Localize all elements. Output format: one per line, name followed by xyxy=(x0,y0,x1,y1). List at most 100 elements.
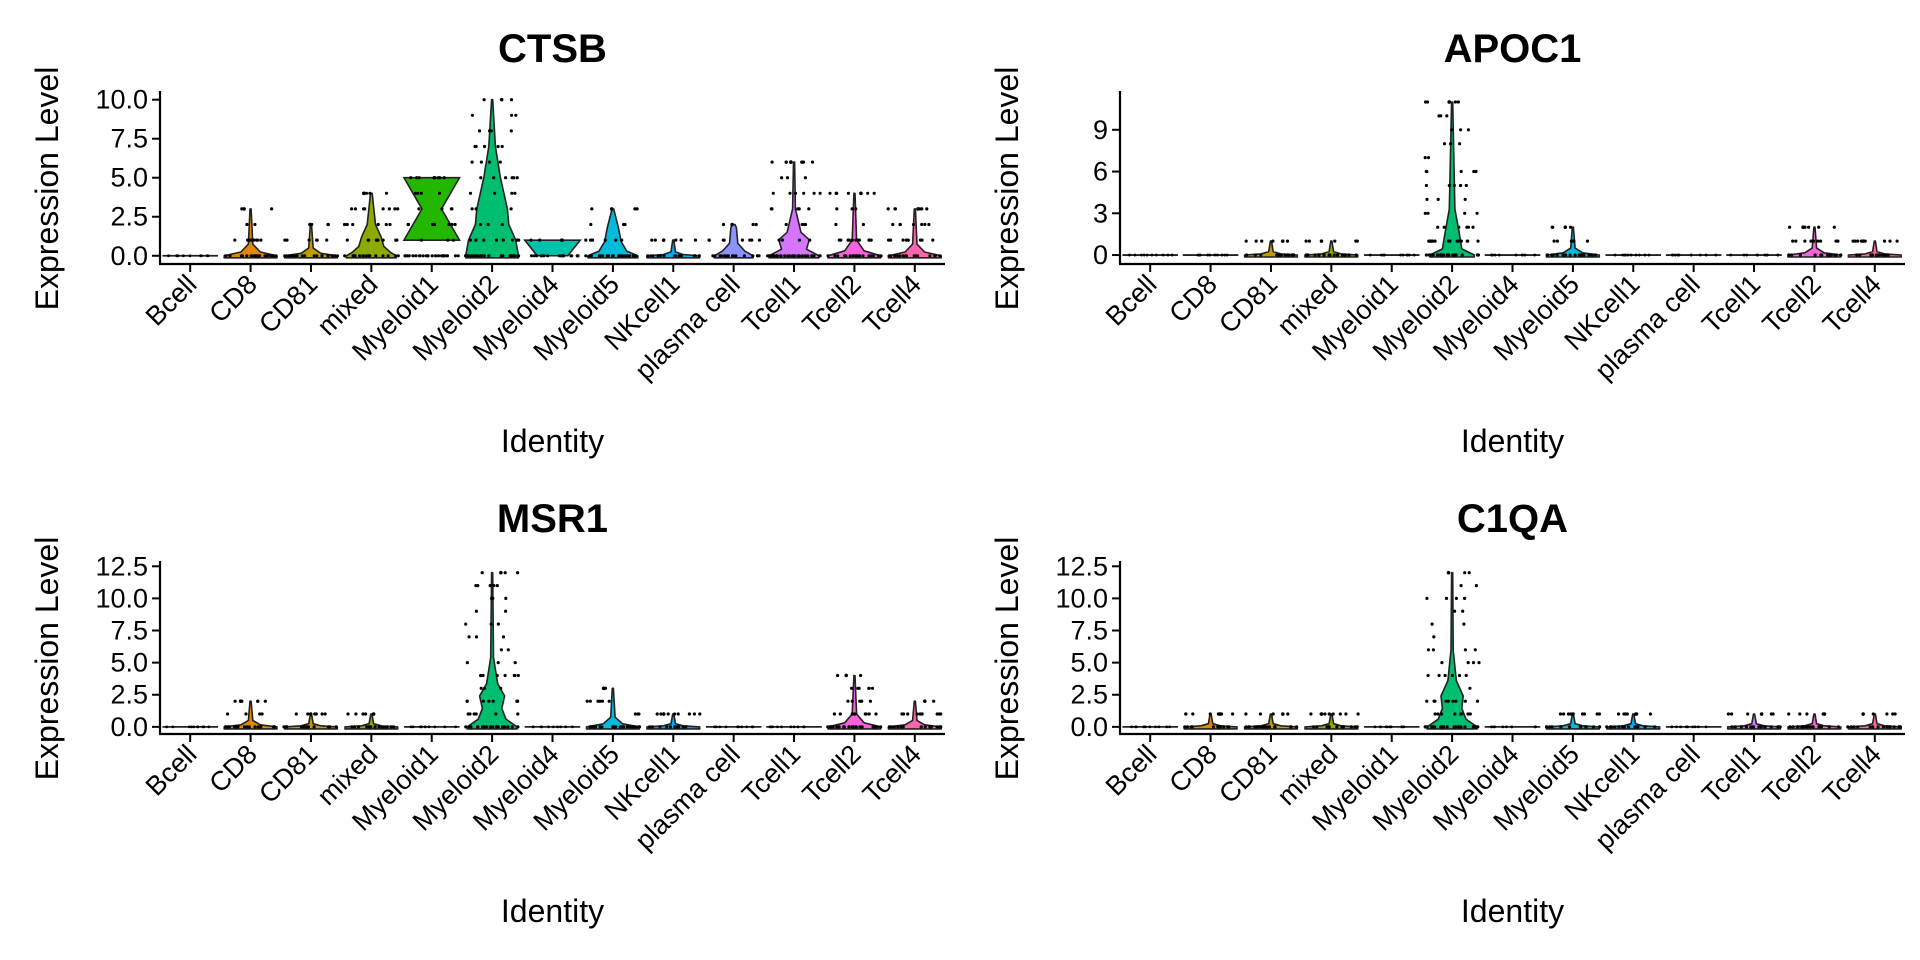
data-point xyxy=(1168,725,1171,729)
data-point xyxy=(1648,712,1653,716)
data-point xyxy=(396,254,400,258)
y-tick-label: 0.0 xyxy=(1070,712,1108,742)
panel-ctsb: CTSB Expression Level Identity 0.0 2.5 5.0 7.5… xyxy=(0,0,960,470)
data-point xyxy=(182,254,185,258)
data-point xyxy=(1809,239,1813,243)
data-point xyxy=(353,254,357,258)
data-point xyxy=(245,254,249,258)
data-point xyxy=(768,254,772,258)
data-point xyxy=(619,725,623,729)
y-tick-label: 7.5 xyxy=(1070,616,1108,646)
x-tick-label-cd81: CD81 xyxy=(1213,269,1283,339)
data-point xyxy=(1191,712,1195,716)
data-point xyxy=(1264,725,1269,729)
data-point xyxy=(1891,712,1895,716)
data-point xyxy=(1763,253,1767,257)
data-point xyxy=(274,254,278,258)
data-point xyxy=(1333,239,1337,243)
chart-title: MSR1 xyxy=(497,497,608,541)
data-point xyxy=(653,238,657,242)
data-point xyxy=(853,712,857,716)
data-point xyxy=(605,254,609,258)
data-point xyxy=(1347,253,1351,257)
data-point xyxy=(1426,648,1430,652)
violin-body-mixed xyxy=(1304,713,1359,730)
violin-cd8 xyxy=(1182,253,1239,257)
data-point xyxy=(1763,725,1767,729)
data-point xyxy=(1429,239,1434,243)
data-point xyxy=(611,725,615,729)
data-point xyxy=(872,191,876,195)
data-point xyxy=(345,222,349,227)
data-point xyxy=(600,699,605,703)
data-point xyxy=(1520,253,1524,257)
data-point xyxy=(488,584,492,588)
data-point xyxy=(487,254,491,258)
data-point xyxy=(244,712,248,716)
data-point xyxy=(367,238,371,242)
data-point xyxy=(868,699,873,703)
data-point xyxy=(350,207,354,211)
data-point xyxy=(836,254,840,258)
data-point xyxy=(1490,725,1493,729)
data-point xyxy=(698,712,702,716)
data-point xyxy=(1326,725,1331,729)
data-point xyxy=(354,712,358,716)
data-point xyxy=(588,725,592,729)
data-point xyxy=(226,712,230,716)
data-point xyxy=(1714,253,1718,257)
data-point xyxy=(1401,253,1405,257)
violin-body-tcell4 xyxy=(887,208,942,259)
data-point xyxy=(1463,725,1467,729)
data-point xyxy=(711,254,715,258)
data-point xyxy=(633,712,638,716)
data-point xyxy=(1255,725,1260,729)
data-point xyxy=(772,254,776,258)
data-point xyxy=(1471,225,1475,229)
data-point-max xyxy=(1563,225,1568,230)
data-point xyxy=(920,712,924,716)
data-point-max xyxy=(238,699,243,703)
violin-tcell4 xyxy=(886,207,942,259)
data-point xyxy=(1340,725,1344,729)
data-point xyxy=(482,725,486,729)
data-point xyxy=(1566,712,1570,716)
data-point xyxy=(923,222,927,227)
data-point xyxy=(1433,712,1437,716)
data-point xyxy=(920,222,924,227)
data-point xyxy=(1626,725,1631,729)
violin-nkcell1 xyxy=(646,238,701,259)
data-point xyxy=(635,207,639,211)
x-axis-label: Identity xyxy=(1461,423,1564,459)
data-point xyxy=(1579,725,1583,729)
data-point xyxy=(409,725,413,729)
data-point xyxy=(1447,183,1451,188)
data-point xyxy=(356,725,361,729)
data-point xyxy=(751,222,755,227)
data-point xyxy=(1817,225,1821,229)
data-point xyxy=(421,254,425,258)
data-point xyxy=(498,160,502,164)
data-point xyxy=(1876,725,1880,729)
data-point xyxy=(1882,239,1887,243)
data-point xyxy=(868,238,872,242)
data-point xyxy=(330,254,334,258)
data-point xyxy=(440,254,444,258)
data-point xyxy=(674,238,678,242)
data-point xyxy=(1244,239,1248,243)
data-point xyxy=(1816,239,1820,243)
violin-tcell2 xyxy=(1787,225,1843,258)
data-point xyxy=(1693,725,1697,729)
data-point xyxy=(1267,725,1271,729)
violin-myeloid2 xyxy=(1423,100,1480,258)
data-point xyxy=(854,238,858,242)
data-point xyxy=(861,222,866,227)
data-point xyxy=(1629,253,1633,257)
data-point xyxy=(504,609,508,613)
data-point xyxy=(1454,253,1458,257)
data-point xyxy=(350,725,354,729)
data-point xyxy=(479,176,483,180)
data-point xyxy=(503,571,507,575)
data-point xyxy=(896,725,900,729)
violin-mixed xyxy=(1304,712,1360,730)
